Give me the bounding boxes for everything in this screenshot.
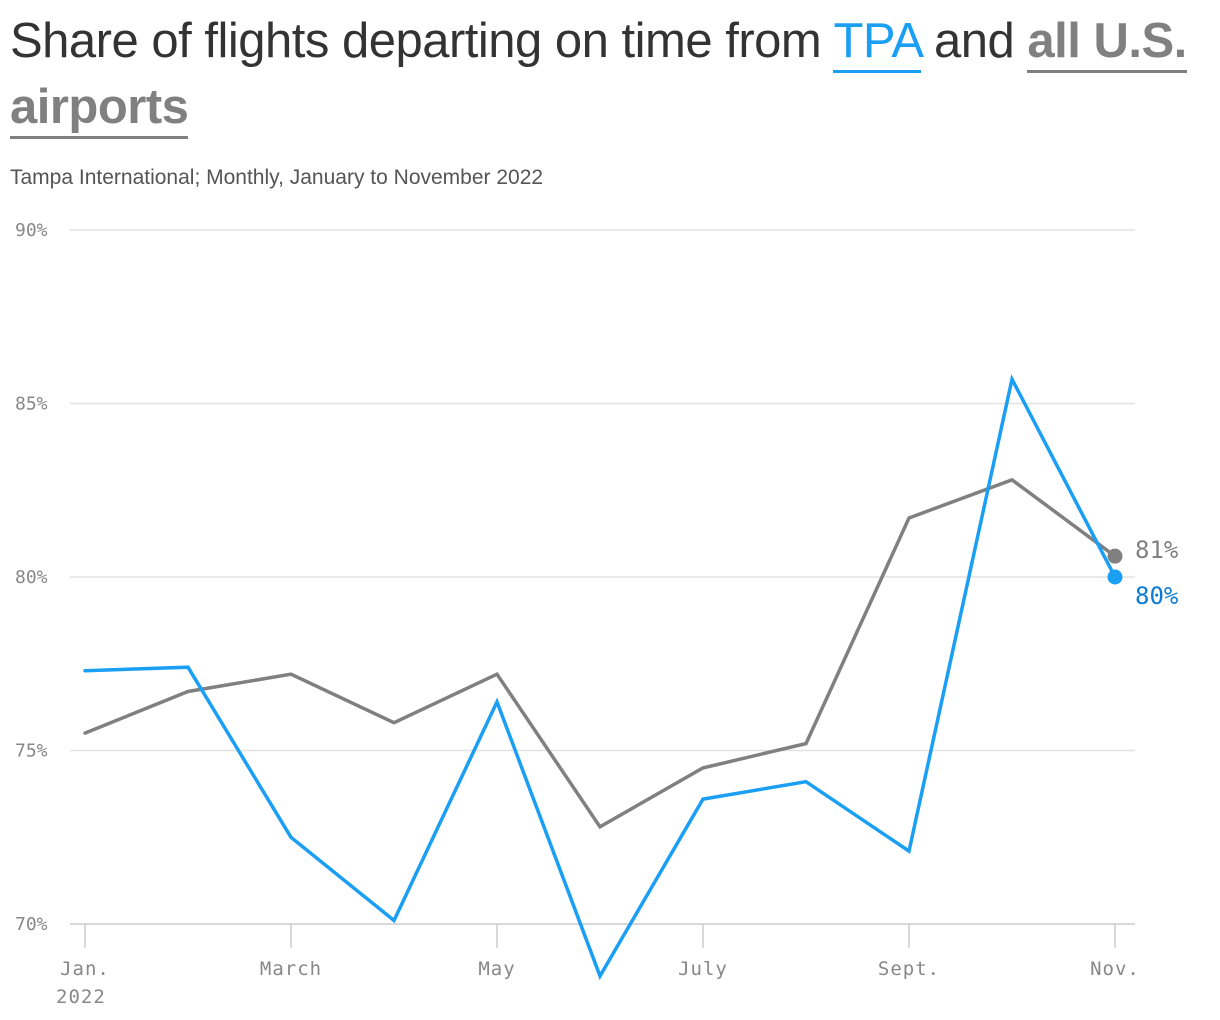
title-all-us-highlight: all U.S. airports — [10, 14, 1187, 139]
series-end-point — [1107, 569, 1123, 585]
x-tick-label: July — [678, 958, 728, 980]
title-tpa-highlight: TPA — [833, 14, 921, 73]
x-tick-label: 2022 — [56, 986, 106, 1008]
series-end-point — [1107, 548, 1123, 564]
x-axis-ticks: Jan. 2022 March May July Sept. Nov. — [56, 924, 1140, 1008]
y-axis-ticks: 90% 85% 80% 75% 70% — [15, 220, 48, 935]
x-tick-label: May — [478, 958, 515, 980]
series-line — [83, 374, 1117, 981]
series-end-label: 80% — [1135, 582, 1179, 610]
title-prefix: Share of flights departing on time from — [10, 14, 834, 68]
chart-subtitle: Tampa International; Monthly, January to… — [10, 166, 544, 189]
end-labels: 81% 80% — [1135, 536, 1179, 610]
x-tick-label: Jan. — [60, 958, 110, 980]
series-group — [83, 374, 1123, 981]
grid-lines — [70, 229, 1135, 925]
y-tick-label: 80% — [15, 567, 48, 588]
series-line — [83, 477, 1117, 830]
y-tick-label: 85% — [15, 394, 48, 415]
series-end-label: 81% — [1135, 536, 1179, 564]
x-tick-label: March — [260, 958, 322, 980]
x-tick-label: Sept. — [878, 958, 940, 980]
title-middle: and — [920, 14, 1028, 68]
x-tick-label: Nov. — [1090, 958, 1140, 980]
y-tick-label: 70% — [15, 914, 48, 935]
chart-title: Share of flights departing on time from … — [10, 8, 1205, 140]
y-tick-label: 75% — [15, 741, 48, 762]
y-tick-label: 90% — [15, 220, 48, 241]
